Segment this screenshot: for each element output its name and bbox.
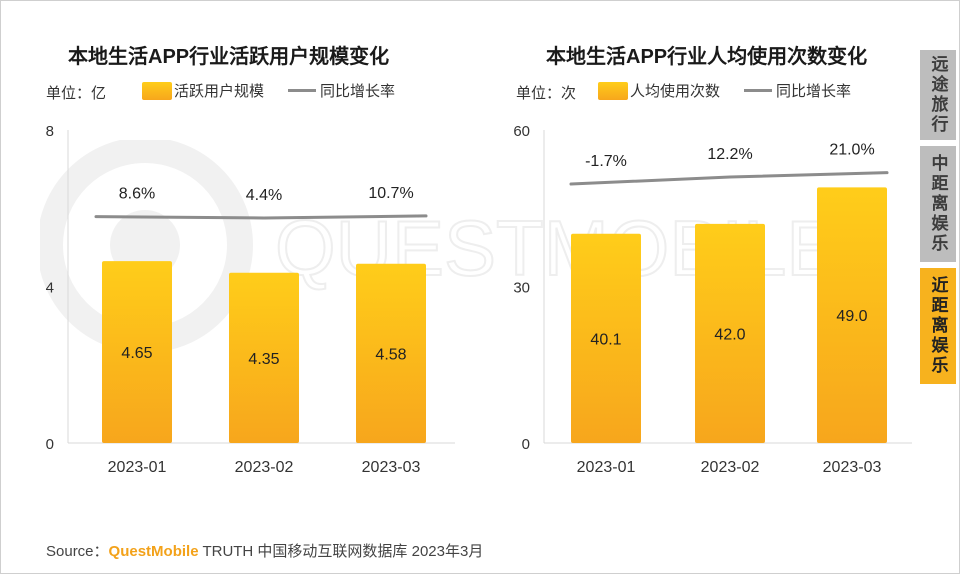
chart2-bar-value-label: 42.0 <box>714 326 745 343</box>
side-tab-mid-entertainment-label: 中距离娱乐 <box>928 154 948 254</box>
chart2-legend-bar-swatch <box>598 81 628 100</box>
chart2-x-tick-label: 2023-03 <box>823 459 882 476</box>
chart1-bar <box>102 261 172 443</box>
chart2-bar <box>817 187 887 443</box>
chart1-legend-line-label: 同比增长率 <box>320 83 396 100</box>
chart2-bar-value-label: 40.1 <box>590 331 621 348</box>
chart1-legend-line-swatch <box>288 89 317 92</box>
chart2-y-tick-label: 0 <box>522 436 530 453</box>
chart1-legend-bar-label: 活跃用户规模 <box>174 83 265 100</box>
chart1-bar <box>356 263 426 443</box>
source-prefix: Source： <box>46 543 109 560</box>
chart1-x-tick-label: 2023-01 <box>108 459 167 476</box>
side-tab-long-trip[interactable]: 远途旅行 <box>920 50 956 140</box>
chart1-growth-label: 10.7% <box>368 185 413 202</box>
chart1-legend: 活跃用户规模 同比增长率 <box>142 80 395 101</box>
chart1-bar <box>229 272 299 443</box>
chart2-legend-line-label: 同比增长率 <box>776 83 852 100</box>
chart1-growth-label: 4.4% <box>246 187 282 204</box>
chart1-y-tick-label: 0 <box>46 436 54 453</box>
chart1-bar-value-label: 4.65 <box>121 345 152 362</box>
chart2-title: 本地生活APP行业人均使用次数变化 <box>546 46 868 68</box>
chart2-legend: 人均使用次数 同比增长率 <box>598 80 851 101</box>
chart2-bar <box>695 223 765 443</box>
chart2-growth-label: 21.0% <box>829 142 874 159</box>
chart2-x-tick-label: 2023-01 <box>577 459 636 476</box>
side-tab-near-entertainment-label: 近距离娱乐 <box>928 276 948 376</box>
chart1-legend-bar-swatch <box>142 81 172 100</box>
chart1-unit-label: 单位：亿 <box>46 85 107 102</box>
side-tab-mid-entertainment[interactable]: 中距离娱乐 <box>920 146 956 262</box>
chart2-y-tick-label: 60 <box>513 123 530 140</box>
chart1-y-tick-label: 8 <box>46 123 54 140</box>
source-note: Source：QuestMobile TRUTH 中国移动互联网数据库 2023… <box>46 540 483 561</box>
chart2-growth-label: 12.2% <box>707 146 752 163</box>
chart1-growth-label: 8.6% <box>119 186 155 203</box>
side-tab-long-trip-label: 远途旅行 <box>928 55 948 135</box>
chart2-legend-bar-label: 人均使用次数 <box>630 83 721 100</box>
source-text: TRUTH 中国移动互联网数据库 2023年3月 <box>198 543 484 560</box>
chart2-growth-line <box>569 171 889 186</box>
chart2-y-tick-label: 30 <box>513 280 530 297</box>
side-tab-near-entertainment[interactable]: 近距离娱乐 <box>920 268 956 384</box>
chart1-bar-value-label: 4.58 <box>375 346 406 363</box>
chart1-x-tick-label: 2023-03 <box>362 459 421 476</box>
chart2-x-tick-label: 2023-02 <box>701 459 760 476</box>
chart1-growth-line <box>94 214 428 220</box>
chart2-growth-label: -1.7% <box>585 153 627 170</box>
chart2-legend-line-swatch <box>744 89 773 92</box>
chart1-y-tick-label: 4 <box>46 280 54 297</box>
source-brand: QuestMobile <box>108 543 199 560</box>
chart1-x-tick-label: 2023-02 <box>235 459 294 476</box>
chart2-bar <box>571 233 641 443</box>
chart1-bar-value-label: 4.35 <box>248 351 279 368</box>
chart2-bar-value-label: 49.0 <box>836 308 867 325</box>
chart2-unit-label: 单位：次 <box>516 85 577 102</box>
chart1-title: 本地生活APP行业活跃用户规模变化 <box>68 46 390 68</box>
